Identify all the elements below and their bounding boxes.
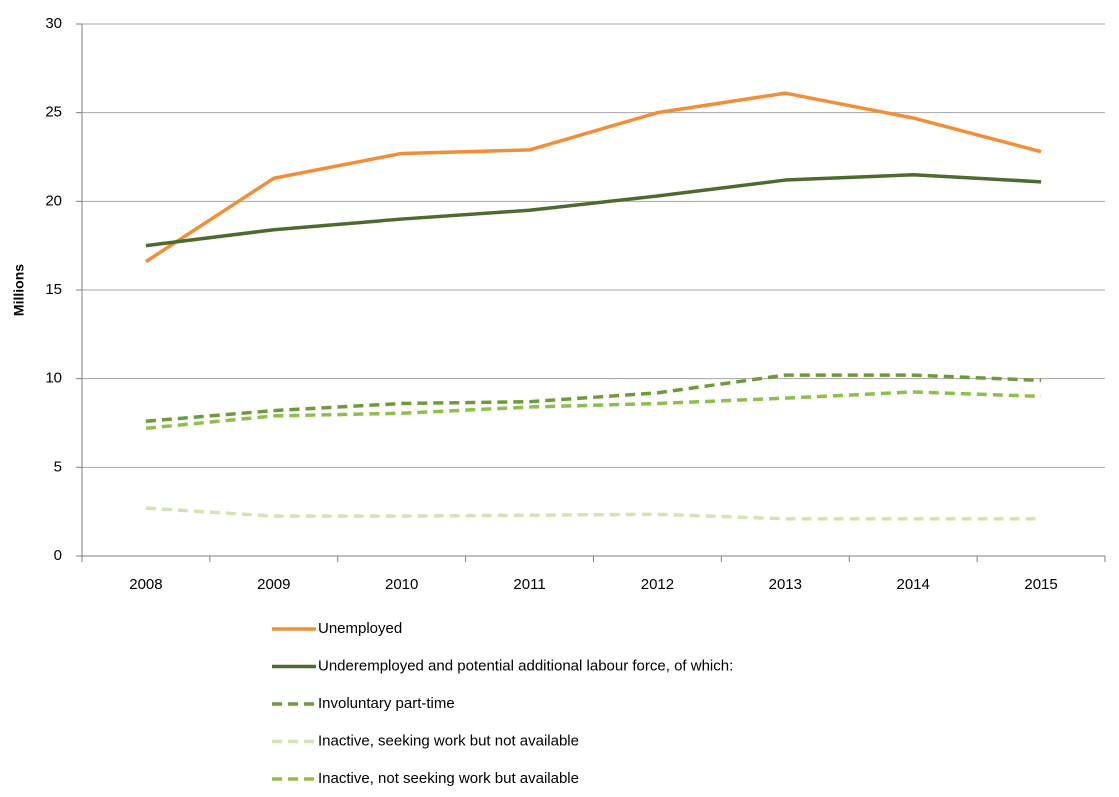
x-tick-label: 2008 bbox=[129, 576, 162, 593]
x-tick-label: 2009 bbox=[257, 576, 290, 593]
series-line bbox=[145, 390, 1042, 431]
y-tick-label: 5 bbox=[54, 458, 62, 475]
x-tick-label: 2012 bbox=[641, 576, 674, 593]
y-tick-label: 0 bbox=[54, 547, 62, 564]
series-line bbox=[145, 172, 1042, 248]
y-tick-label: 10 bbox=[45, 370, 62, 387]
legend-label: Involuntary part-time bbox=[318, 695, 455, 712]
legend-label: Underemployed and potential additional l… bbox=[318, 657, 733, 674]
series-line bbox=[145, 506, 1042, 521]
x-tick-label: 2014 bbox=[897, 576, 930, 593]
y-tick-label: 25 bbox=[45, 104, 62, 121]
x-tick-label: 2013 bbox=[769, 576, 802, 593]
series-line bbox=[144, 91, 1042, 264]
legend-label: Inactive, seeking work but not available bbox=[318, 732, 579, 749]
legend-label: Inactive, not seeking work but available bbox=[318, 770, 579, 787]
y-tick-label: 15 bbox=[45, 281, 62, 298]
x-tick-label: 2011 bbox=[513, 576, 545, 593]
series-line bbox=[145, 373, 1042, 423]
y-tick-label: 30 bbox=[45, 15, 62, 32]
y-tick-label: 20 bbox=[45, 192, 62, 209]
x-tick-label: 2015 bbox=[1024, 576, 1057, 593]
x-tick-label: 2010 bbox=[385, 576, 418, 593]
y-axis-label: Millions bbox=[11, 264, 27, 316]
legend-label: Unemployed bbox=[318, 620, 402, 637]
